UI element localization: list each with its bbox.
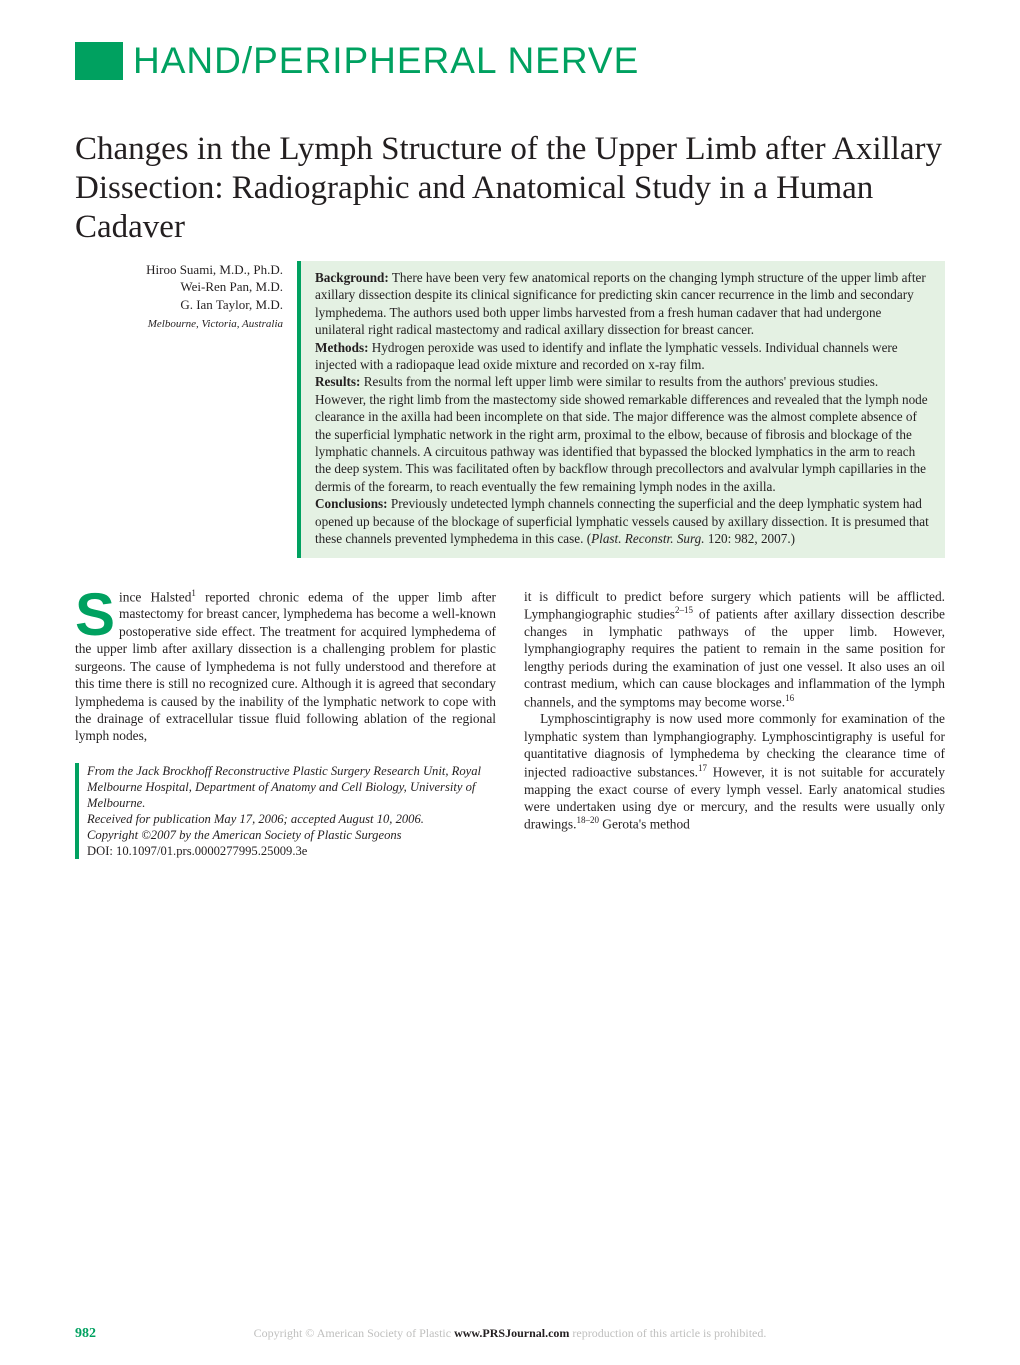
article-title: Changes in the Lymph Structure of the Up… bbox=[75, 130, 945, 247]
abstract-background-label: Background: bbox=[315, 270, 389, 285]
footnote-received: Received for publication May 17, 2006; a… bbox=[87, 811, 496, 827]
body-paragraph: Lymphoscintigraphy is now used more comm… bbox=[524, 710, 945, 833]
column-left: Since Halsted1 reported chronic edema of… bbox=[75, 588, 496, 860]
body-text: reported chronic edema of the upper limb… bbox=[75, 589, 496, 743]
abstract-citation-tail: 120: 982, 2007.) bbox=[705, 531, 795, 546]
footnote-copyright: Copyright ©2007 by the American Society … bbox=[87, 827, 496, 843]
article-footnote: From the Jack Brockhoff Reconstructive P… bbox=[75, 763, 496, 860]
abstract-background: Background: There have been very few ana… bbox=[315, 269, 931, 339]
abstract-results-label: Results: bbox=[315, 374, 360, 389]
author: Hiroo Suami, M.D., Ph.D. bbox=[75, 261, 283, 279]
body-columns: Since Halsted1 reported chronic edema of… bbox=[75, 588, 945, 860]
abstract-methods-label: Methods: bbox=[315, 340, 368, 355]
body-text: Gerota's method bbox=[599, 817, 690, 832]
column-right: it is difficult to predict before surger… bbox=[524, 588, 945, 860]
authors-block: Hiroo Suami, M.D., Ph.D. Wei-Ren Pan, M.… bbox=[75, 261, 297, 558]
footnote-from: From the Jack Brockhoff Reconstructive P… bbox=[87, 763, 496, 811]
citation-ref: 17 bbox=[698, 763, 707, 773]
footnote-doi: DOI: 10.1097/01.prs.0000277995.25009.3e bbox=[87, 843, 496, 859]
affiliation: Melbourne, Victoria, Australia bbox=[75, 317, 283, 332]
body-paragraph: it is difficult to predict before surger… bbox=[524, 588, 945, 711]
abstract-citation-journal: Plast. Reconstr. Surg. bbox=[591, 531, 704, 546]
author: G. Ian Taylor, M.D. bbox=[75, 296, 283, 314]
page-footer: 982 Copyright © American Society of Plas… bbox=[0, 1326, 1020, 1341]
abstract-results-text: Results from the normal left upper limb … bbox=[315, 374, 928, 494]
abstract-conclusions-label: Conclusions: bbox=[315, 496, 388, 511]
dropcap: S bbox=[75, 588, 119, 639]
footer-copyright-b: reproduction of this article is prohibit… bbox=[569, 1326, 766, 1340]
citation-ref: 18–20 bbox=[576, 815, 599, 825]
abstract-methods-text: Hydrogen peroxide was used to identify a… bbox=[315, 340, 898, 372]
body-paragraph: Since Halsted1 reported chronic edema of… bbox=[75, 588, 496, 745]
section-label: HAND/PERIPHERAL NERVE bbox=[133, 40, 639, 82]
abstract-results: Results: Results from the normal left up… bbox=[315, 373, 931, 495]
body-text: of patients after axillary dissection de… bbox=[524, 606, 945, 709]
abstract-background-text: There have been very few anatomical repo… bbox=[315, 270, 926, 337]
author: Wei-Ren Pan, M.D. bbox=[75, 278, 283, 296]
abstract-conclusions: Conclusions: Previously undetected lymph… bbox=[315, 495, 931, 547]
section-accent-box bbox=[75, 42, 123, 80]
abstract-box: Background: There have been very few ana… bbox=[297, 261, 945, 558]
footer-url: www.PRSJournal.com bbox=[454, 1326, 569, 1340]
page-number: 982 bbox=[75, 1326, 96, 1342]
section-header: HAND/PERIPHERAL NERVE bbox=[75, 40, 945, 82]
citation-ref: 2–15 bbox=[675, 605, 693, 615]
abstract-methods: Methods: Hydrogen peroxide was used to i… bbox=[315, 339, 931, 374]
citation-ref: 16 bbox=[785, 693, 794, 703]
footer-copyright-a: Copyright © American Society of Plastic bbox=[254, 1326, 454, 1340]
body-text: ince Halsted bbox=[119, 589, 191, 604]
meta-row: Hiroo Suami, M.D., Ph.D. Wei-Ren Pan, M.… bbox=[75, 261, 945, 558]
